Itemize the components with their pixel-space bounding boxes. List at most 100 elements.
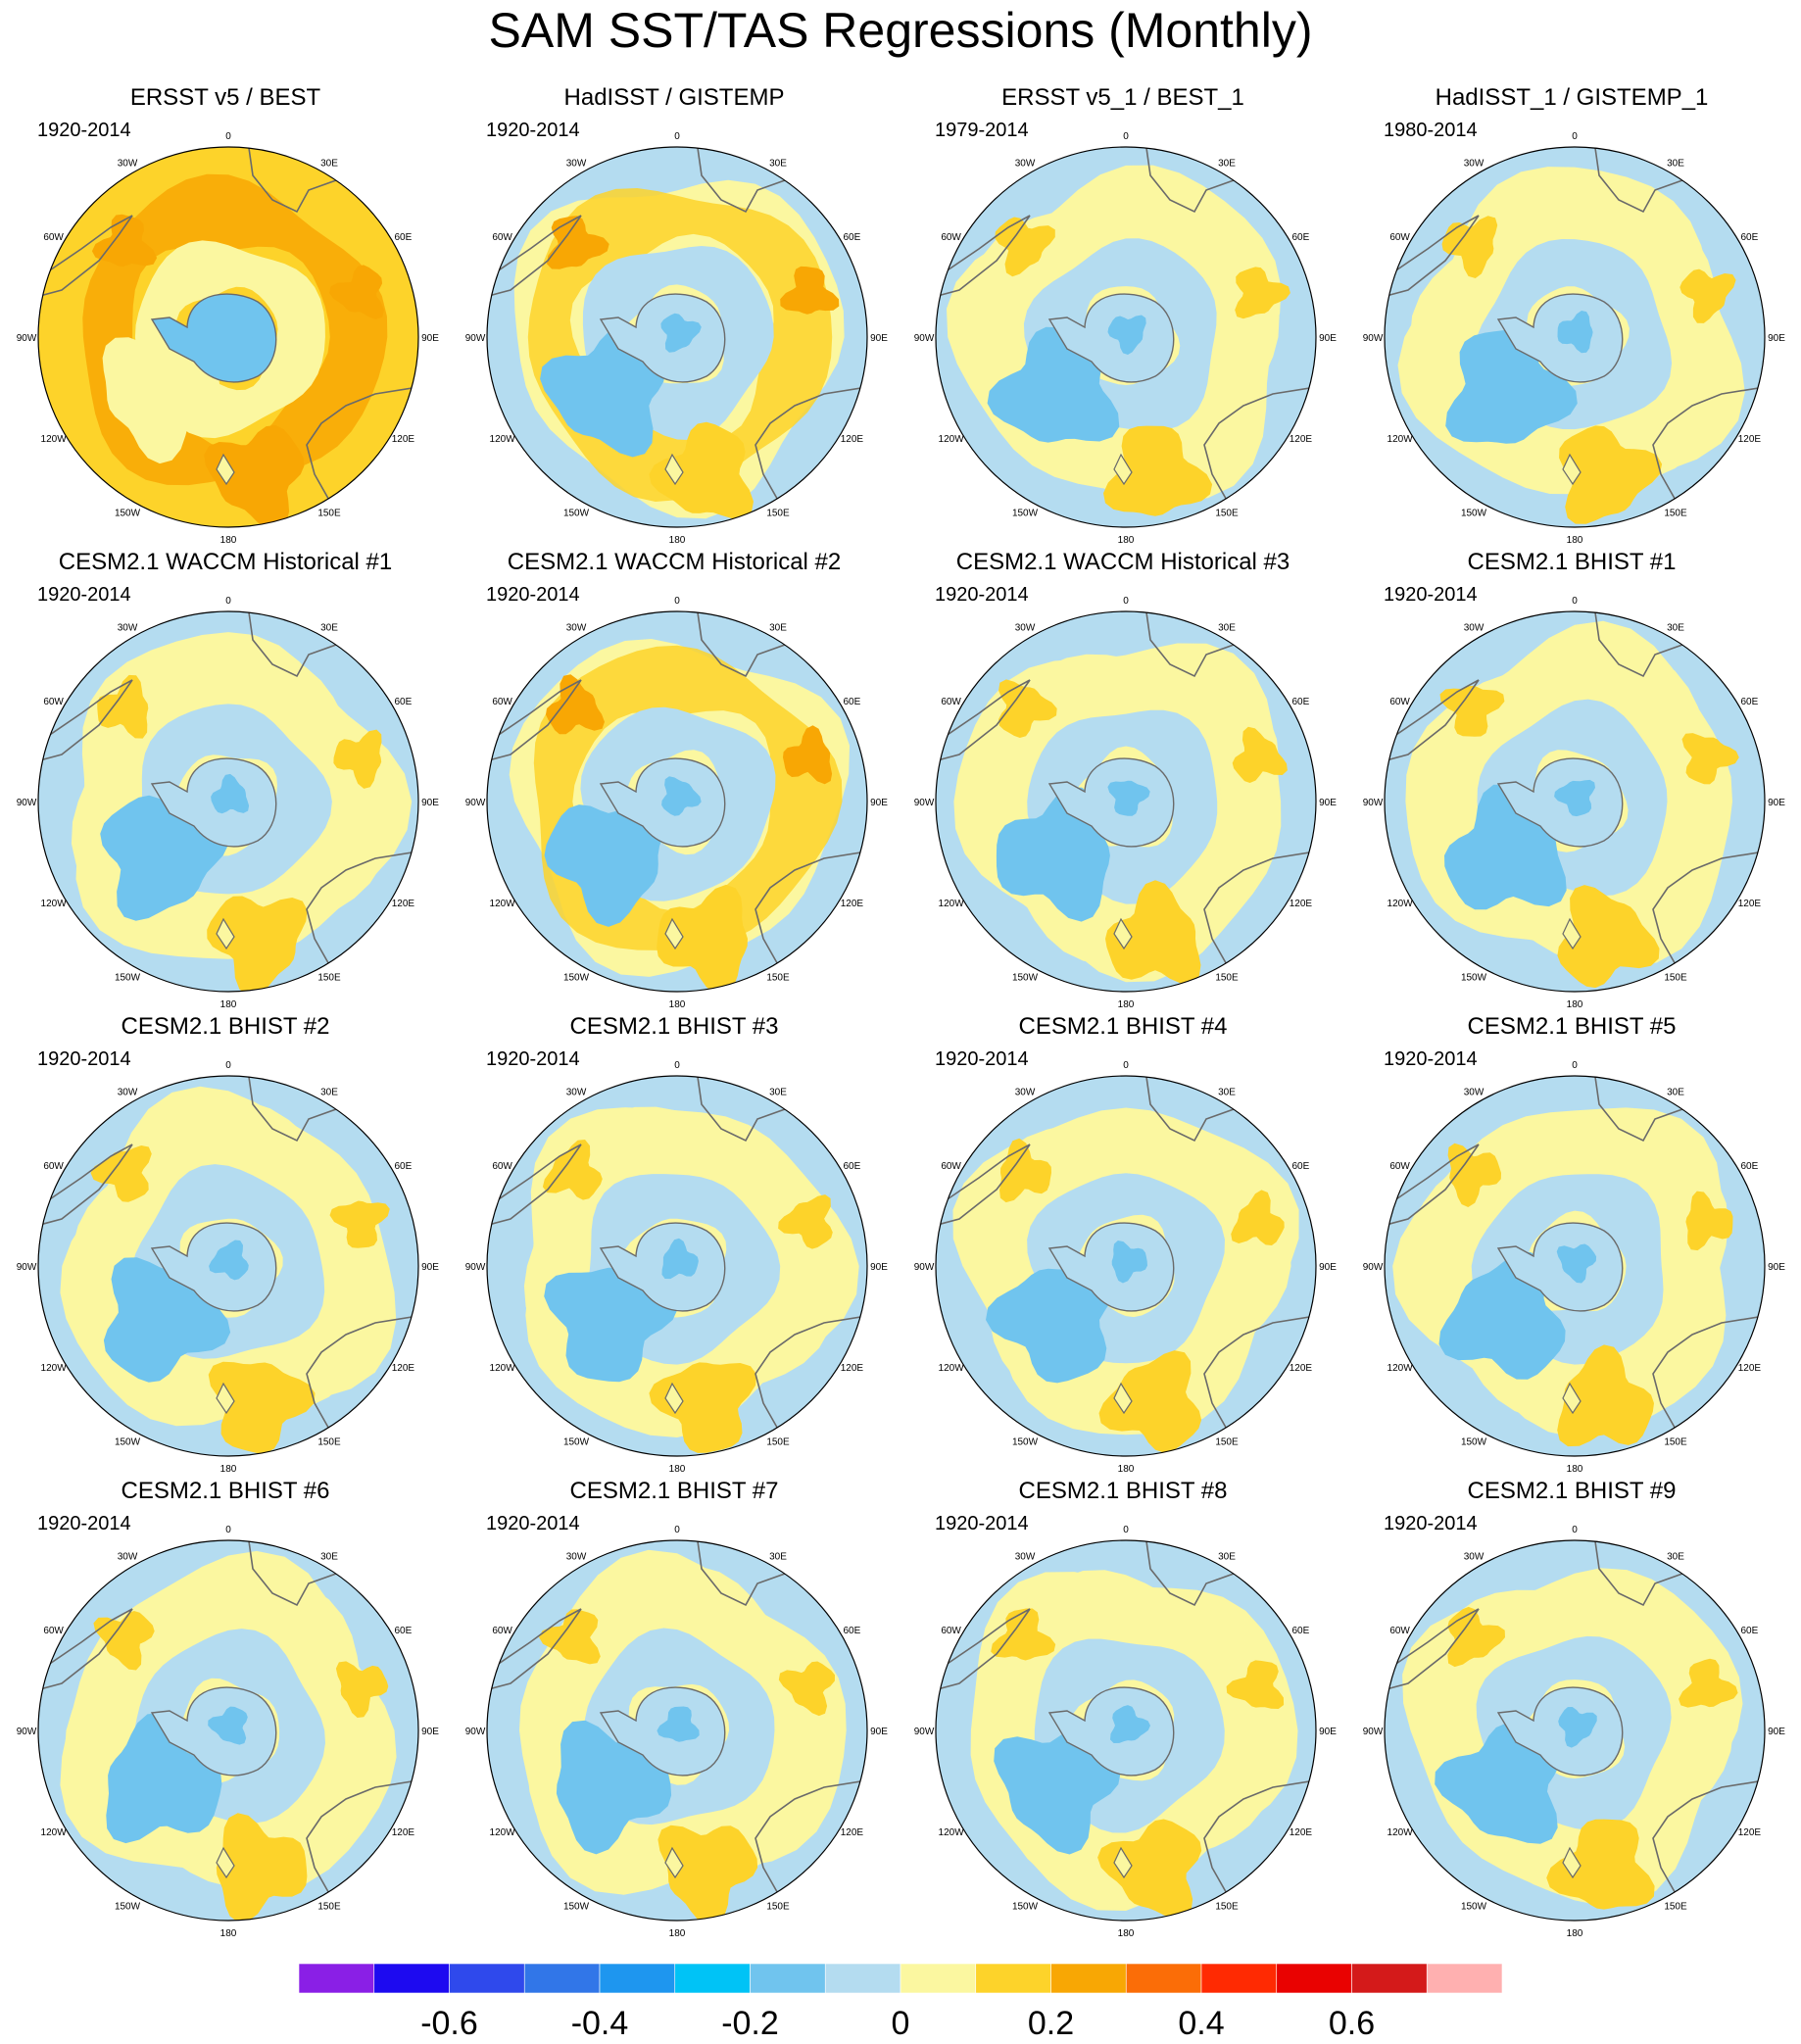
- longitude-label: 180: [1118, 535, 1135, 546]
- map-panel: CESM2.1 WACCM Historical #3 1920-2014 0 30E…: [898, 549, 1348, 1010]
- polar-map: 0 30E 60E 90E 120E 150E 180 150W 120W 90W 60W 30W: [465, 1525, 889, 1939]
- panel-period: 1979-2014: [935, 120, 1029, 141]
- longitude-label: 180: [669, 999, 686, 1010]
- longitude-label: 30W: [566, 623, 587, 634]
- regression-field: [38, 611, 418, 992]
- indian-warm-streak: [1231, 1190, 1285, 1245]
- longitude-label: 60W: [941, 1161, 961, 1172]
- antarctica-outline: [1047, 757, 1175, 848]
- longitude-label: 60W: [1389, 1161, 1410, 1172]
- regression-field: [1385, 147, 1765, 527]
- panel-title: CESM2.1 BHIST #4: [1018, 1013, 1228, 1040]
- panel-period: 1920-2014: [37, 120, 131, 141]
- longitude-label: 90W: [914, 1727, 935, 1737]
- longitude-label: 60E: [1292, 697, 1310, 707]
- longitude-label: 90W: [1363, 798, 1384, 808]
- longitude-label: 120E: [392, 434, 415, 445]
- colorbar-swatch: [1351, 1963, 1428, 1994]
- longitude-label: 90W: [1363, 1262, 1384, 1273]
- panel-title: ERSST v5_1 / BEST_1: [1001, 84, 1244, 111]
- antarctica-outline: [1496, 1686, 1624, 1776]
- longitude-label: 180: [1567, 535, 1583, 546]
- longitude-label: 180: [1118, 999, 1135, 1010]
- colorbar-swatch: [750, 1963, 826, 1994]
- nz-warm-anomaly: [216, 1813, 308, 1921]
- longitude-label: 150E: [766, 1901, 790, 1912]
- panel-period: 1920-2014: [37, 584, 131, 606]
- panel-period: 1920-2014: [486, 120, 580, 141]
- polar-map: 0 30E 60E 90E 120E 150E 180 150W 120W 90W 60W 30W: [914, 596, 1338, 1010]
- antarctica-outline: [1047, 1222, 1175, 1312]
- longitude-label: 120E: [1290, 1827, 1313, 1838]
- longitude-label: 120E: [1738, 1363, 1762, 1374]
- longitude-label: 90W: [17, 1262, 37, 1273]
- polar-map: 0 30E 60E 90E 120E 150E 180 150W 120W 90W 60W 30W: [465, 131, 889, 546]
- longitude-label: 60E: [1741, 1161, 1759, 1172]
- longitude-label: 150E: [766, 1436, 790, 1447]
- longitude-label: 90E: [870, 798, 888, 808]
- australia-coast: [1203, 1314, 1316, 1434]
- south-america-coast: [38, 215, 133, 299]
- longitude-label: 150W: [1012, 508, 1039, 518]
- polar-map: 0 30E 60E 90E 120E 150E 180 150W 120W 90W 60W 30W: [465, 1060, 889, 1475]
- south-america-coast: [936, 1144, 1031, 1228]
- colorbar-swatch: [674, 1963, 751, 1994]
- new-zealand-outline: [664, 1382, 684, 1415]
- colorbar-swatch: [1426, 1963, 1503, 1994]
- longitude-label: 90W: [17, 333, 37, 344]
- longitude-label: 30E: [1218, 159, 1236, 170]
- atlantic-warm-patch: [1439, 685, 1505, 737]
- new-zealand-outline: [1562, 453, 1582, 486]
- australia-coast: [754, 1778, 867, 1898]
- panel-period: 1920-2014: [935, 1513, 1029, 1534]
- polar-map: 0 30E 60E 90E 120E 150E 180 150W 120W 90W 60W 30W: [1363, 1060, 1786, 1475]
- south-america-coast: [1385, 215, 1480, 299]
- longitude-label: 150W: [563, 972, 590, 983]
- panel-title: CESM2.1 BHIST #9: [1467, 1478, 1677, 1504]
- indian-warm-streak: [1679, 268, 1736, 323]
- nz-warm-anomaly: [204, 424, 305, 527]
- longitude-label: 120E: [841, 434, 864, 445]
- cool-outer-band: [1385, 1076, 1765, 1456]
- new-zealand-outline: [216, 1382, 235, 1415]
- longitude-label: 0: [225, 131, 231, 142]
- longitude-label: 60E: [1741, 1626, 1759, 1636]
- south-america-coast: [38, 1144, 133, 1228]
- longitude-label: 60E: [844, 1161, 861, 1172]
- map-frame: [1384, 1539, 1766, 1922]
- map-frame: [486, 610, 868, 993]
- longitude-label: 90E: [1768, 333, 1785, 344]
- indian-warm-streak: [780, 266, 840, 315]
- cool-outer-band: [487, 611, 867, 992]
- atlantic-warm-patch: [91, 214, 158, 268]
- map-frame: [935, 610, 1317, 993]
- longitude-label: 120W: [939, 1363, 965, 1374]
- longitude-label: 30E: [769, 1088, 787, 1098]
- polar-map: 0 30E 60E 90E 120E 150E 180 150W 120W 90W 60W 30W: [465, 596, 889, 1010]
- nz-warm-anomaly: [649, 1362, 757, 1453]
- longitude-label: 60W: [492, 1161, 512, 1172]
- longitude-label: 60E: [1292, 232, 1310, 243]
- longitude-label: 30E: [1667, 1552, 1684, 1563]
- longitude-label: 30E: [1667, 159, 1684, 170]
- longitude-label: 150E: [1215, 972, 1239, 983]
- longitude-label: 60E: [1292, 1161, 1310, 1172]
- australia-coast: [1203, 1778, 1316, 1898]
- longitude-label: 150E: [317, 508, 341, 518]
- colorbar-swatch: [523, 1963, 601, 1994]
- nz-warm-anomaly: [1105, 880, 1201, 984]
- indian-warm-streak: [1235, 267, 1290, 319]
- pacific-cool-anomaly: [1435, 1723, 1561, 1844]
- antarctic-interior-anomaly: [1107, 780, 1150, 816]
- colorbar-tick-label: 0: [892, 2005, 910, 2042]
- regression-field: [487, 147, 867, 527]
- panel-period: 1920-2014: [486, 1048, 580, 1070]
- antarctic-interior-anomaly: [211, 313, 253, 349]
- colorbar-swatch: [900, 1963, 977, 1994]
- longitude-label: 30W: [118, 1088, 138, 1098]
- longitude-label: 0: [1572, 1060, 1578, 1071]
- longitude-label: 0: [674, 1525, 680, 1535]
- longitude-label: 150E: [317, 972, 341, 983]
- longitude-label: 90E: [421, 1727, 439, 1737]
- longitude-label: 90W: [465, 1727, 486, 1737]
